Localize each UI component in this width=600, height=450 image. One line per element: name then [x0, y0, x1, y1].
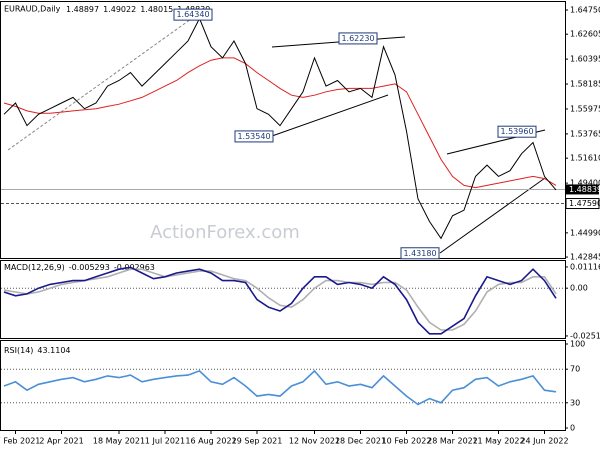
- y-tick-label: 1.44990: [570, 228, 600, 237]
- trend-line: [271, 94, 389, 137]
- price-tag: [566, 184, 599, 195]
- y-tick-label: 1.64750: [570, 6, 600, 15]
- symbol-label: EURAUD,Daily: [4, 5, 61, 14]
- y-tick-label: 1.62605: [570, 30, 600, 39]
- y-tick-label: 30: [570, 398, 580, 407]
- annotation-box: [173, 8, 213, 21]
- y-tick-label: 1.55975: [570, 104, 600, 113]
- annotation-label: 1.64340: [176, 10, 209, 19]
- y-tick-label: 0: [570, 424, 575, 433]
- series-line: [3, 369, 557, 406]
- macd-panel: [0, 260, 566, 339]
- indicator-value: -0.002963: [114, 263, 155, 272]
- y-tick-label: 1.60395: [570, 55, 600, 64]
- x-tick-label: 29 Sep 2021: [232, 437, 283, 446]
- annotation-box: [400, 247, 440, 260]
- level-label: 1.47590: [569, 199, 600, 208]
- y-tick-label: 0.011165: [570, 262, 600, 271]
- price-tag-label: 1.48839: [569, 185, 600, 194]
- series-line: [3, 57, 557, 189]
- trend-line: [7, 13, 199, 151]
- x-tick-label: 17 Feb 2021: [0, 437, 40, 446]
- y-tick-label: 0.00: [570, 284, 588, 293]
- annotation-label: 1.62230: [341, 34, 374, 43]
- x-tick-label: 28 Mar 2022: [427, 437, 478, 446]
- annotation-label: 1.43180: [403, 249, 436, 258]
- y-tick-label: -0.025117: [570, 331, 600, 340]
- x-tick-label: 10 Feb 2022: [382, 437, 432, 446]
- x-tick-label: 12 Nov 2021: [289, 437, 340, 446]
- annotation-label: 1.53540: [237, 132, 270, 141]
- y-tick-label: 1.42845: [570, 253, 600, 262]
- annotation-label: 1.53960: [500, 127, 533, 136]
- y-tick-label: 70: [570, 365, 580, 374]
- indicator-label: MACD(12,26,9) -0.005293 -0.002963: [4, 263, 155, 272]
- annotation-box: [497, 125, 537, 138]
- level-tag: [565, 198, 600, 210]
- ohlc-value: 1.48015: [140, 5, 173, 14]
- watermark: ActionForex.com: [150, 222, 300, 243]
- y-tick-label: 1.51610: [570, 154, 600, 163]
- price-panel: [0, 1, 566, 259]
- series-line: [3, 266, 557, 335]
- ohlc-value: 1.49022: [103, 5, 136, 14]
- indicator-name: MACD(12,26,9): [4, 263, 65, 272]
- indicator-label: RSI(14) 43.1104: [4, 346, 71, 355]
- x-tick-label: 11 May 2022: [472, 437, 524, 446]
- rsi-panel: [0, 340, 566, 431]
- indicator-name: RSI(14): [4, 346, 33, 355]
- x-tick-label: 28 Dec 2021: [335, 437, 386, 446]
- y-tick-label: 1.58185: [570, 80, 600, 89]
- ohlc-value: 1.48897: [66, 5, 99, 14]
- indicator-value: -0.005293: [69, 263, 110, 272]
- x-tick-label: 1 Jul 2021: [145, 437, 185, 446]
- x-tick-label: 16 Aug 2021: [185, 437, 236, 446]
- series-line: [3, 17, 557, 240]
- annotation-box: [234, 130, 274, 143]
- x-tick-label: 24 Jun 2022: [520, 437, 568, 446]
- x-tick-label: 2 Apr 2021: [39, 437, 83, 446]
- series-line: [3, 268, 557, 331]
- y-tick-label: 1.49400: [570, 179, 600, 188]
- y-tick-label: 1.53765: [570, 129, 600, 138]
- trend-line: [439, 177, 546, 254]
- x-tick-label: 18 May 2021: [93, 437, 145, 446]
- y-tick-label: 100: [570, 340, 585, 349]
- indicator-value: 43.1104: [37, 346, 70, 355]
- annotation-box: [338, 32, 378, 45]
